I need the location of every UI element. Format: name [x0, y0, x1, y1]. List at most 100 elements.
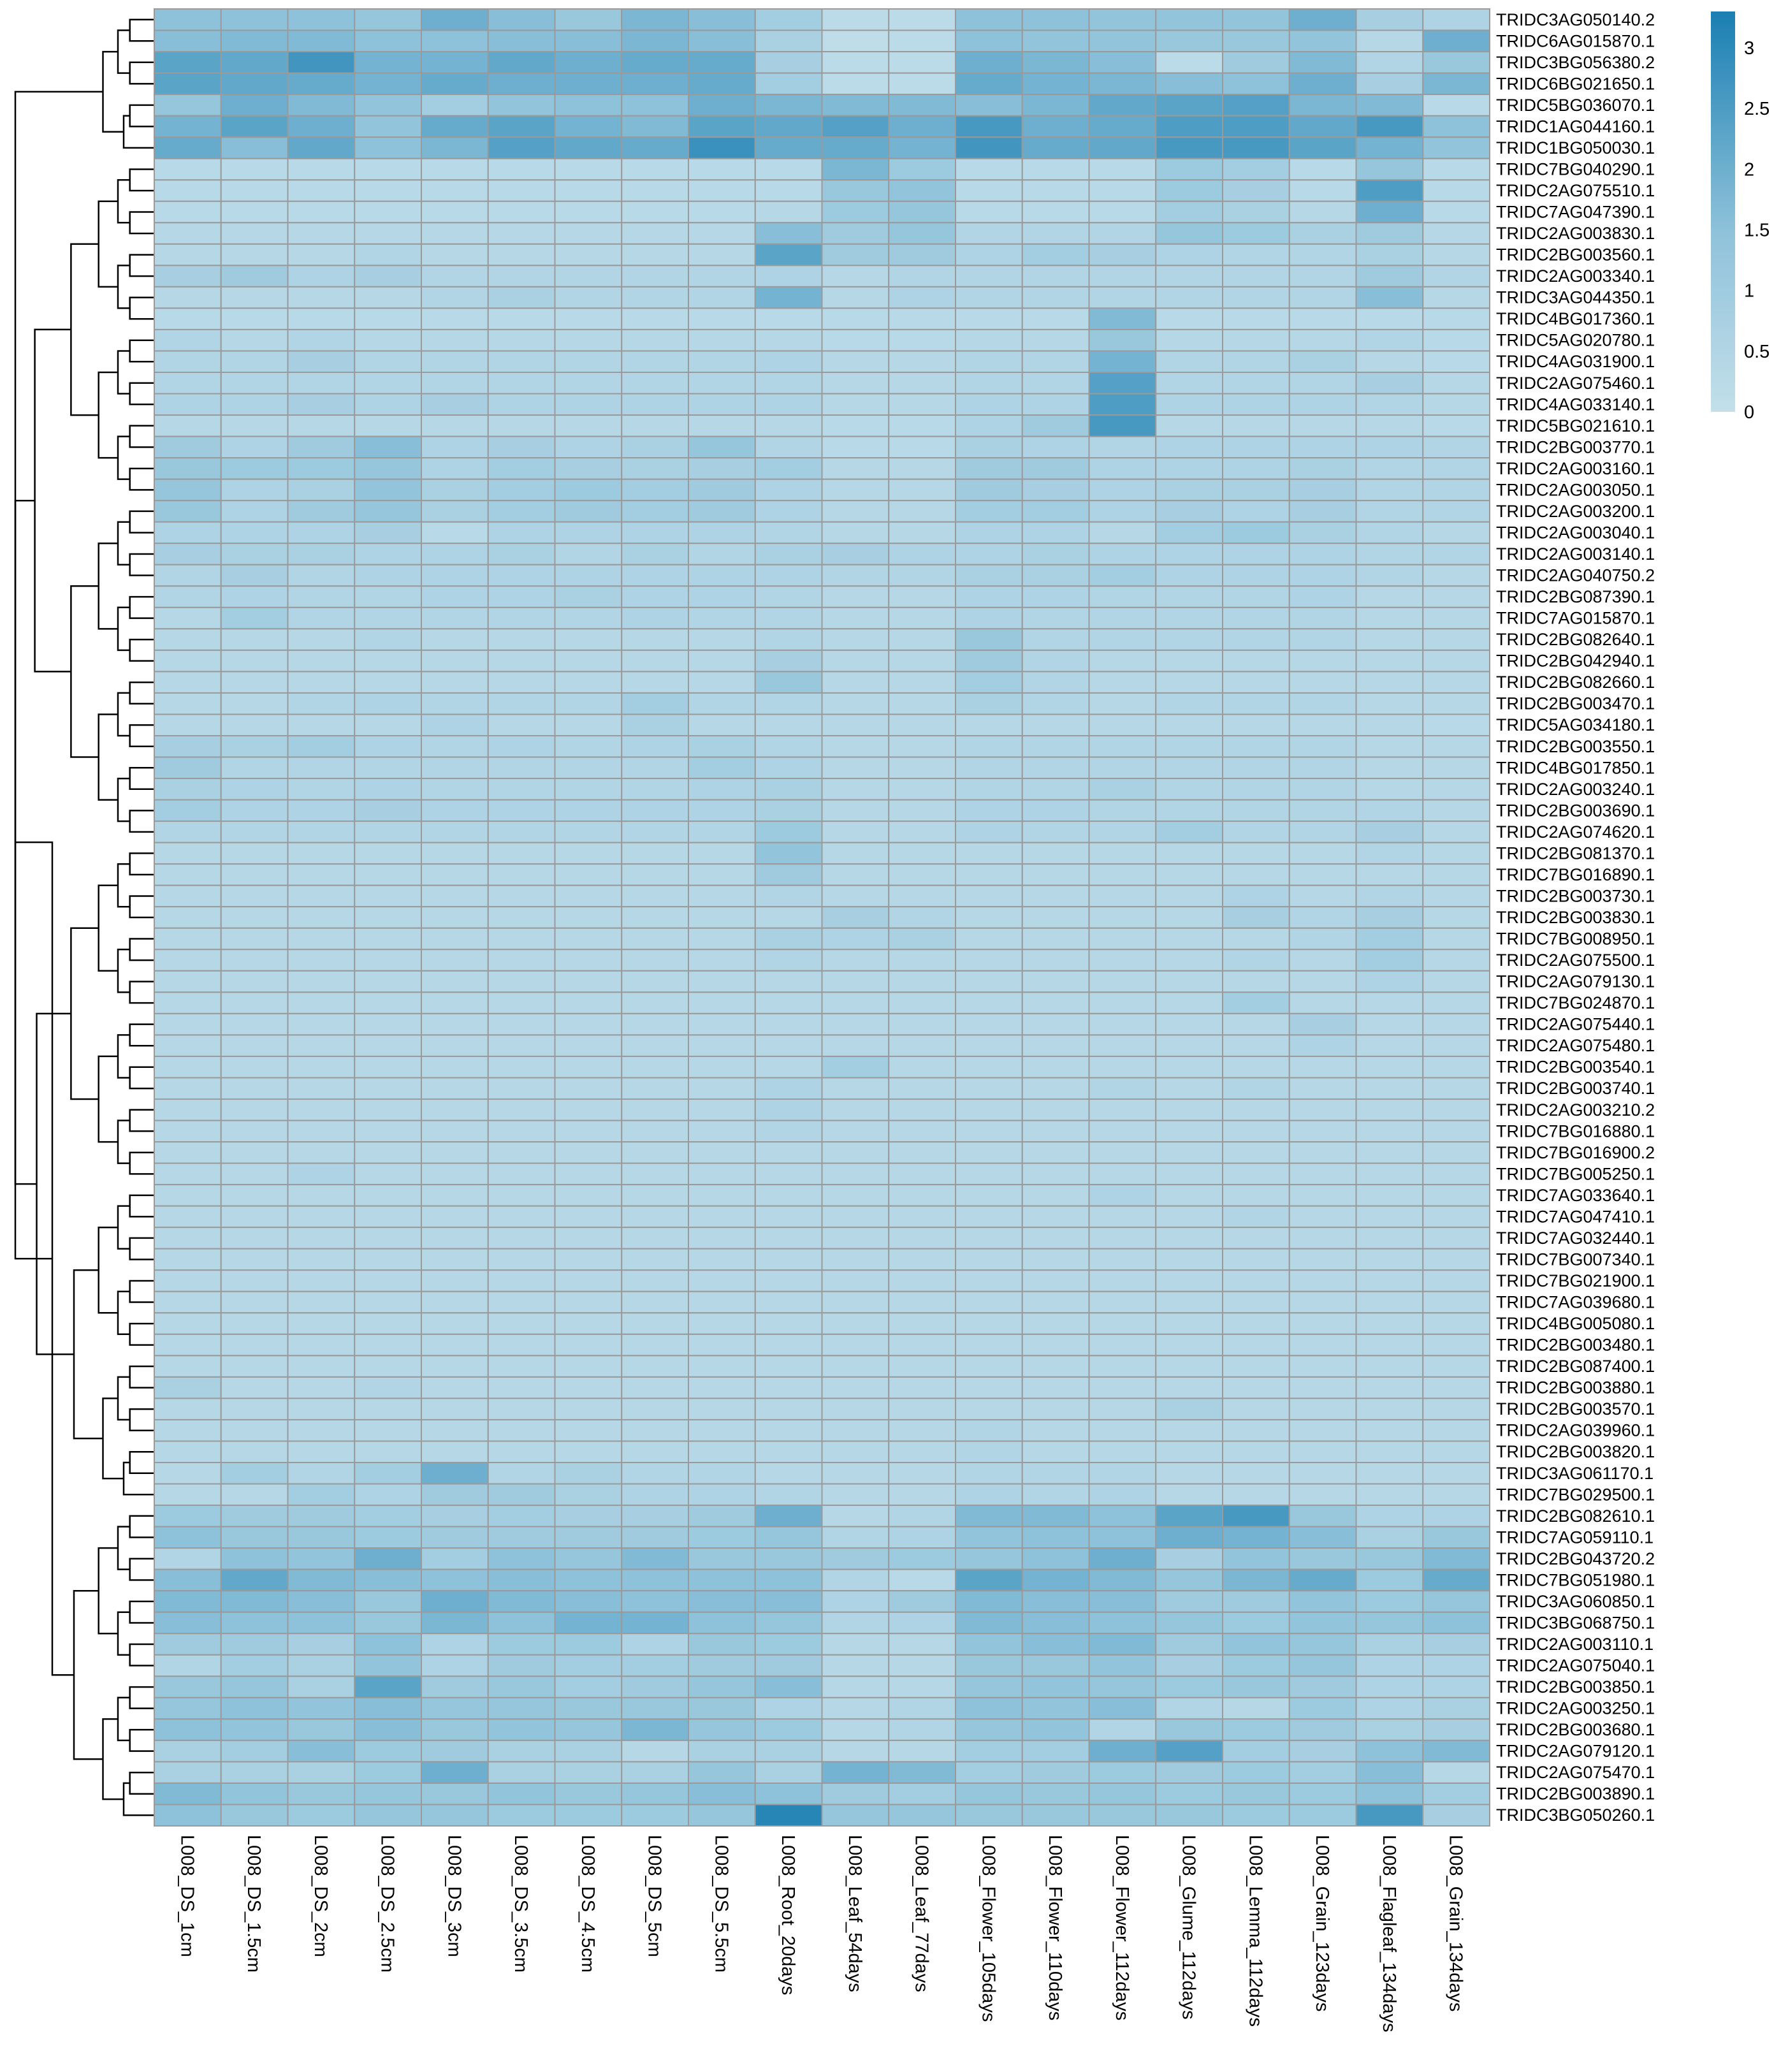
heatmap-cell	[1088, 713, 1157, 736]
heatmap-cell	[1021, 1098, 1090, 1121]
heatmap-cell	[1088, 1633, 1157, 1656]
heatmap-cell	[487, 328, 556, 352]
heatmap-cell	[487, 1419, 556, 1442]
heatmap-cell	[1355, 72, 1424, 96]
row-label: TRIDC2AG040750.2	[1496, 566, 1655, 585]
dendrogram-branch	[117, 29, 130, 74]
heatmap-cell	[821, 521, 890, 544]
heatmap-cell	[1355, 222, 1424, 245]
heatmap-cell	[354, 1804, 422, 1827]
heatmap-cell	[621, 435, 689, 459]
heatmap-cell	[1155, 243, 1223, 266]
heatmap-cell	[220, 1312, 289, 1335]
heatmap-cell	[421, 1568, 489, 1592]
dendrogram-branch	[117, 1611, 130, 1656]
heatmap-cell	[888, 970, 956, 993]
heatmap-cell	[888, 1739, 956, 1763]
heatmap-cell	[821, 778, 890, 801]
heatmap-cell	[354, 1290, 422, 1314]
heatmap-cell	[688, 1355, 756, 1378]
heatmap-cell	[1021, 1505, 1090, 1528]
heatmap-cell	[888, 414, 956, 437]
heatmap-cell	[1155, 1718, 1223, 1741]
heatmap-cell	[220, 1804, 289, 1827]
heatmap-cell	[754, 1483, 823, 1507]
heatmap-cell	[554, 1547, 623, 1570]
heatmap-cell	[688, 457, 756, 480]
heatmap-cell	[688, 713, 756, 736]
heatmap-cell	[1355, 29, 1424, 53]
heatmap-cell	[955, 1462, 1023, 1485]
heatmap-cell	[154, 243, 222, 266]
heatmap-cell	[688, 414, 756, 437]
heatmap-cell	[821, 94, 890, 117]
heatmap-cell	[1288, 970, 1357, 993]
heatmap-cell	[554, 222, 623, 245]
heatmap-cell	[1021, 115, 1090, 138]
heatmap-cell	[1422, 1804, 1490, 1827]
heatmap-cell	[821, 1696, 890, 1720]
heatmap-cell	[1222, 1205, 1290, 1229]
heatmap-cell	[821, 1227, 890, 1250]
heatmap-cell	[220, 1141, 289, 1164]
heatmap-cell	[554, 328, 623, 352]
heatmap-cell	[1021, 1804, 1090, 1827]
heatmap-cell	[688, 606, 756, 630]
heatmap-cell	[220, 1376, 289, 1399]
heatmap-cell	[955, 692, 1023, 715]
heatmap-cell	[1422, 1718, 1490, 1741]
heatmap-cell	[154, 265, 222, 288]
heatmap-cell	[1222, 1419, 1290, 1442]
heatmap-cell	[1088, 1141, 1157, 1164]
heatmap-cell	[287, 1184, 356, 1207]
heatmap-cell	[1088, 671, 1157, 694]
heatmap-cell	[1088, 1055, 1157, 1079]
heatmap-cell	[554, 1055, 623, 1079]
row-label: TRIDC3AG060850.1	[1496, 1592, 1655, 1611]
heatmap-cell	[754, 713, 823, 736]
heatmap-cell	[1088, 1227, 1157, 1250]
heatmap-cell	[1021, 1761, 1090, 1784]
heatmap-cell	[1288, 8, 1357, 31]
heatmap-cell	[1155, 1419, 1223, 1442]
heatmap-cell	[354, 435, 422, 459]
row-label: TRIDC2AG039960.1	[1496, 1421, 1655, 1440]
heatmap-cell	[220, 265, 289, 288]
heatmap-cell	[220, 1120, 289, 1143]
heatmap-cell	[287, 1505, 356, 1528]
row-label: TRIDC2BG003740.1	[1496, 1079, 1655, 1098]
heatmap-cell	[888, 1547, 956, 1570]
dendrogram-branch	[70, 243, 99, 416]
row-label: TRIDC2AG075470.1	[1496, 1763, 1655, 1782]
heatmap-cell	[1155, 1184, 1223, 1207]
heatmap-cell	[821, 884, 890, 908]
heatmap-cell	[1355, 1761, 1424, 1784]
heatmap-cell	[287, 692, 356, 715]
heatmap-cell	[421, 1718, 489, 1741]
heatmap-cell	[554, 29, 623, 53]
heatmap-cell	[1155, 1034, 1223, 1057]
heatmap-cell	[955, 1675, 1023, 1698]
heatmap-cell	[220, 307, 289, 330]
heatmap-cell	[1422, 1098, 1490, 1121]
heatmap-cell	[1021, 307, 1090, 330]
heatmap-cell	[621, 1312, 689, 1335]
heatmap-cell	[688, 51, 756, 74]
heatmap-cell	[1422, 265, 1490, 288]
heatmap-cell	[821, 265, 890, 288]
heatmap-cell	[688, 1505, 756, 1528]
dendrogram-branch	[98, 1055, 118, 1143]
heatmap-cell	[1422, 1012, 1490, 1036]
heatmap-cell	[754, 51, 823, 74]
heatmap-cell	[220, 1547, 289, 1570]
heatmap-cell	[154, 478, 222, 502]
heatmap-cell	[1355, 435, 1424, 459]
heatmap-cell	[487, 136, 556, 159]
heatmap-cell	[754, 1355, 823, 1378]
heatmap-cell	[821, 1333, 890, 1357]
heatmap-cell	[754, 1654, 823, 1677]
heatmap-cell	[754, 1611, 823, 1635]
heatmap-cell	[220, 500, 289, 523]
heatmap-cell	[821, 713, 890, 736]
heatmap-cell	[754, 1804, 823, 1827]
